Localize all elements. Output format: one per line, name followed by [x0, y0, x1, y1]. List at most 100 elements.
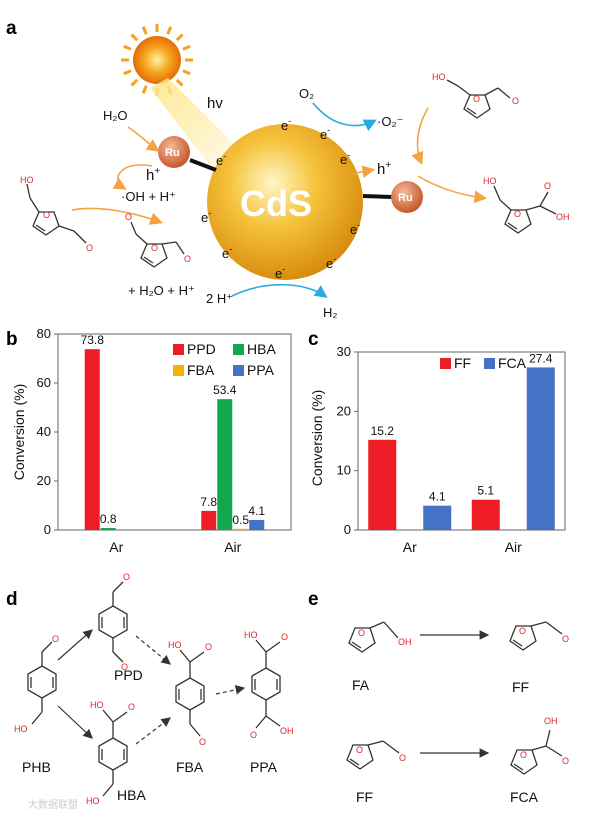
- panel-letter-c: c: [308, 329, 319, 350]
- data-label: 0.5: [232, 513, 249, 527]
- arrow-protons: [231, 283, 328, 298]
- x-tick-label: Ar: [403, 539, 417, 555]
- electron: e: [326, 256, 333, 271]
- electron: e: [222, 246, 229, 261]
- legend: FF FCA: [440, 355, 527, 371]
- fa-label: FA: [352, 677, 370, 693]
- svg-text:e-: e-: [216, 151, 226, 168]
- sun-icon: [121, 24, 193, 96]
- x-tick-label: Air: [505, 539, 522, 555]
- electron: e: [275, 266, 282, 281]
- electron: e: [201, 210, 208, 225]
- legend-swatch: [173, 344, 184, 355]
- svg-text:O: O: [121, 662, 128, 672]
- svg-text:O: O: [399, 753, 406, 763]
- svg-text:O: O: [562, 756, 569, 766]
- arrow-hole-left: [112, 164, 153, 190]
- legend-entry: FCA: [498, 355, 527, 371]
- legend-swatch: [233, 344, 244, 355]
- data-label: 53.4: [213, 383, 237, 397]
- svg-text:O: O: [125, 212, 132, 222]
- sun-ray: [130, 78, 139, 87]
- panel-e: e O OH FA O O FF O O FF: [308, 589, 569, 805]
- svg-text:e-: e-: [222, 244, 232, 261]
- arrow-fba-ppa: [215, 685, 246, 695]
- hfca-molecule: [493, 185, 557, 234]
- svg-text:OH: OH: [544, 716, 558, 726]
- arrow-hba-fba: [135, 717, 171, 745]
- svg-text:O: O: [86, 243, 93, 253]
- svg-text:e-: e-: [201, 208, 211, 225]
- data-label: 5.1: [477, 484, 494, 498]
- legend: PPD HBA FBA PPA: [173, 341, 276, 378]
- sun-ray: [130, 33, 139, 42]
- sun-ray: [182, 69, 191, 76]
- ff-label-top: FF: [512, 679, 529, 695]
- y-tick-label: 20: [337, 403, 351, 418]
- legend-swatch: [484, 358, 495, 369]
- bar-hba-air: [217, 399, 233, 530]
- panel-letter-b: b: [6, 329, 18, 350]
- svg-text:HO: HO: [244, 630, 258, 640]
- legend-swatch: [440, 358, 451, 369]
- legend-swatch: [233, 365, 244, 376]
- svg-text:O: O: [151, 243, 158, 253]
- svg-text:OH: OH: [280, 726, 294, 736]
- arrow-superoxide: [411, 107, 429, 165]
- water-label: H₂O: [103, 108, 128, 123]
- hole-left: h+: [146, 166, 160, 184]
- svg-text:OH: OH: [398, 637, 412, 647]
- panel-letter-e: e: [308, 589, 319, 610]
- arrow-hmf-dff: [71, 207, 164, 225]
- electron: e: [216, 153, 223, 168]
- svg-text:O: O: [52, 634, 59, 644]
- y-tick-label: 0: [44, 522, 51, 537]
- cds-label: CdS: [240, 183, 312, 224]
- cds-particle: [207, 124, 363, 280]
- hmf-molecule-right: [446, 79, 511, 119]
- light-beam: [150, 78, 248, 172]
- chart-b-ylabel: Conversion (%): [11, 384, 27, 480]
- svg-text:O: O: [128, 702, 135, 712]
- svg-text:e-: e-: [340, 150, 350, 167]
- y-tick-label: 30: [337, 344, 351, 359]
- legend-entry: HBA: [247, 341, 276, 357]
- arrow-hole-right: [349, 165, 376, 179]
- chart-c-frame: [357, 351, 566, 531]
- arrow-phb-ppd: [57, 629, 93, 661]
- electron-labels: e- e- e- e- e- e- e- e- e-: [201, 116, 360, 281]
- svg-text:e-: e-: [275, 264, 285, 281]
- hydroxyl-label: ·OH + H⁺: [121, 189, 176, 204]
- arrow-hfca: [417, 175, 488, 204]
- panel-b: b Conversion (%) 0 20 40 60 80 73.8 0.8 Ar 7.8 53…: [6, 326, 292, 555]
- chart-b: 0 20 40 60 80 73.8 0.8 Ar 7.8 53.4 0.54.1 Air PPD HBA…: [37, 326, 277, 555]
- electron: e: [281, 118, 288, 133]
- svg-text:HO: HO: [20, 175, 34, 185]
- hydrogen-label: H₂: [323, 305, 337, 320]
- svg-text:O: O: [544, 181, 551, 191]
- watermark: 大数据联盟: [28, 798, 78, 811]
- sun-ray: [175, 33, 184, 42]
- svg-text:HO: HO: [432, 72, 446, 82]
- svg-text:OH: OH: [556, 212, 570, 222]
- y-tick-label: 60: [37, 375, 51, 390]
- hmf-molecule: [26, 183, 87, 244]
- data-label: 73.8: [81, 333, 105, 347]
- arrow-water: [127, 126, 160, 152]
- svg-text:O: O: [562, 634, 569, 644]
- bar-ppa-air: [249, 519, 265, 530]
- oxygen-label: O₂: [299, 86, 314, 101]
- svg-text:O: O: [205, 642, 212, 652]
- svg-text:O: O: [184, 254, 191, 264]
- electron: e: [320, 127, 327, 142]
- sun-ray: [141, 85, 148, 94]
- svg-text:HO: HO: [483, 176, 497, 186]
- y-tick-label: 10: [337, 463, 351, 478]
- svg-text:e-: e-: [350, 220, 360, 237]
- arrow-ppd-fba: [135, 635, 171, 665]
- electron: e: [340, 152, 347, 167]
- legend-entry: FF: [454, 355, 471, 371]
- data-label: 15.2: [371, 424, 395, 438]
- svg-text:O: O: [281, 632, 288, 642]
- svg-text:O: O: [250, 730, 257, 740]
